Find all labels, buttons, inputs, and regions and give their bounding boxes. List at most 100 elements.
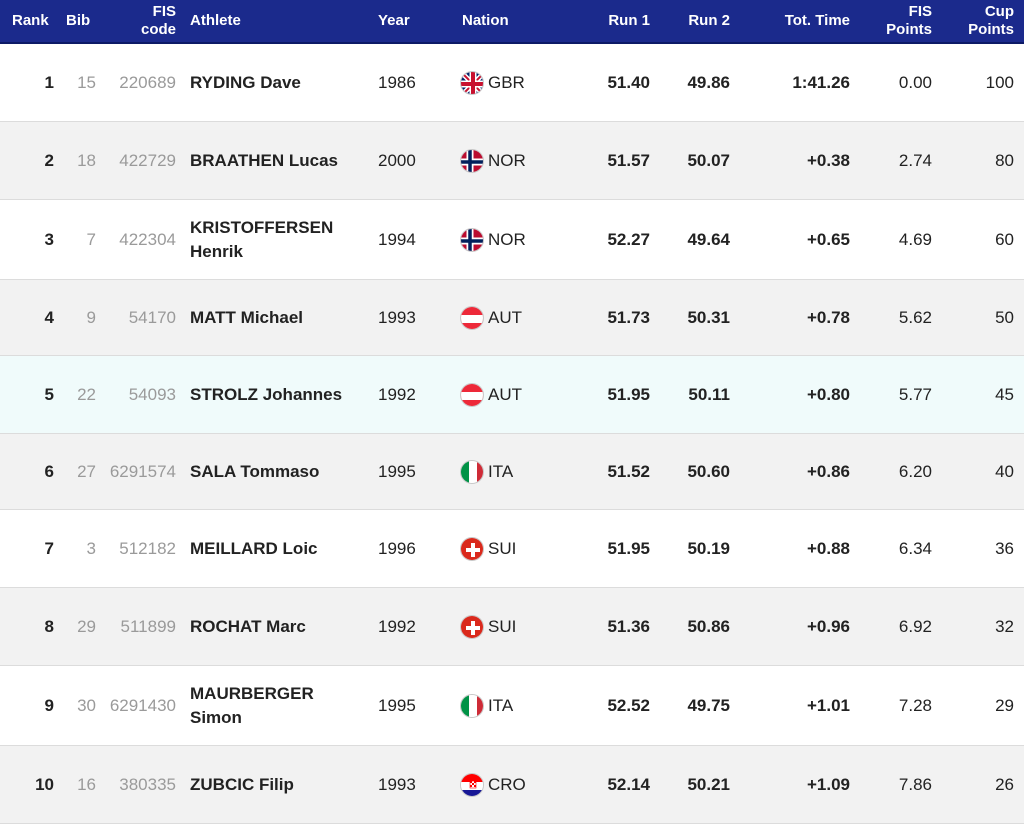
athlete-cell[interactable]: MAURBERGER Simon — [176, 682, 376, 730]
flag-nor-icon — [460, 148, 484, 173]
year-cell: 1992 — [378, 384, 416, 404]
nation-cell: SUI — [460, 536, 570, 561]
athlete-name-line1[interactable]: ZUBCIC Filip — [190, 774, 294, 794]
athlete-name-line1[interactable]: MAURBERGER — [190, 683, 314, 703]
table-row[interactable]: 3 7 422304 KRISTOFFERSEN Henrik 1994 NOR 52.27 4… — [0, 200, 1024, 280]
table-row[interactable]: 9 30 6291430 MAURBERGER Simon 1995 ITA 52.52 49.… — [0, 666, 1024, 746]
athlete-name-line1[interactable]: MEILLARD Loic — [190, 538, 318, 558]
flag-aut-icon — [460, 305, 484, 330]
athlete-cell[interactable]: MATT Michael — [176, 306, 376, 330]
fis-points-cell: 7.28 — [898, 695, 932, 715]
table-row[interactable]: 4 9 54170 MATT Michael 1993 AUT 51.73 50.31 +0.7… — [0, 280, 1024, 356]
cup-points-cell: 32 — [995, 616, 1014, 636]
year-cell: 1994 — [378, 229, 416, 249]
athlete-cell[interactable]: ZUBCIC Filip — [176, 773, 376, 797]
nation-cell: AUT — [460, 305, 570, 330]
athlete-cell[interactable]: ROCHAT Marc — [176, 615, 376, 639]
cup-points-cell: 100 — [985, 72, 1014, 92]
header-fis-points[interactable]: FIS Points — [850, 3, 932, 39]
fis-code-cell: 380335 — [119, 774, 176, 794]
athlete-name-line1[interactable]: KRISTOFFERSEN — [190, 217, 334, 237]
rank-cell: 9 — [44, 695, 54, 715]
header-fis-code[interactable]: FIS code — [102, 3, 176, 39]
rank-cell: 3 — [44, 229, 54, 249]
rank-cell: 2 — [44, 150, 54, 170]
year-cell: 2000 — [378, 150, 416, 170]
fis-points-cell: 2.74 — [898, 150, 932, 170]
rank-cell: 8 — [44, 616, 54, 636]
header-fis-code-line1: FIS — [152, 3, 176, 20]
run1-cell: 52.52 — [607, 695, 650, 715]
cup-points-cell: 36 — [995, 538, 1014, 558]
table-body: 1 15 220689 RYDING Dave 1986 GBR 51.40 49.86 1:4… — [0, 44, 1024, 824]
run2-cell: 49.86 — [687, 72, 730, 92]
athlete-name-line2[interactable]: Simon — [190, 707, 242, 727]
run2-cell: 50.19 — [687, 538, 730, 558]
athlete-name-line1[interactable]: STROLZ Johannes — [190, 384, 343, 404]
year-cell: 1992 — [378, 616, 416, 636]
athlete-name-line2[interactable]: Henrik — [190, 241, 243, 261]
athlete-cell[interactable]: KRISTOFFERSEN Henrik — [176, 216, 376, 264]
flag-cro-icon — [460, 772, 484, 797]
header-run2[interactable]: Run 2 — [688, 12, 730, 29]
rank-cell: 6 — [44, 461, 54, 481]
table-row[interactable]: 6 27 6291574 SALA Tommaso 1995 ITA 51.52 50.60 +… — [0, 434, 1024, 510]
table-row[interactable]: 2 18 422729 BRAATHEN Lucas 2000 NOR 51.57 50.07… — [0, 122, 1024, 200]
header-year[interactable]: Year — [378, 12, 410, 29]
run1-cell: 51.73 — [607, 307, 650, 327]
run1-cell: 51.36 — [607, 616, 650, 636]
header-athlete[interactable]: Athlete — [190, 12, 241, 29]
athlete-name-line1[interactable]: RYDING Dave — [190, 72, 301, 92]
run2-cell: 50.11 — [688, 384, 730, 404]
nation-code: GBR — [488, 72, 525, 92]
fis-code-cell: 511899 — [120, 616, 176, 636]
bib-cell: 30 — [77, 695, 96, 715]
fis-code-cell: 54170 — [128, 307, 176, 327]
table-row[interactable]: 10 16 380335 ZUBCIC Filip 1993 CRO 52.14 50.21 +… — [0, 746, 1024, 824]
year-cell: 1996 — [378, 538, 416, 558]
nation-cell: SUI — [460, 614, 570, 639]
header-nation[interactable]: Nation — [462, 12, 509, 29]
athlete-cell[interactable]: RYDING Dave — [176, 71, 376, 95]
header-run1[interactable]: Run 1 — [608, 12, 650, 29]
fis-code-cell: 220689 — [119, 72, 176, 92]
athlete-cell[interactable]: SALA Tommaso — [176, 460, 376, 484]
run2-cell: 50.31 — [687, 307, 730, 327]
fis-points-cell: 6.92 — [898, 616, 932, 636]
table-row[interactable]: 1 15 220689 RYDING Dave 1986 GBR 51.40 49.86 1:4… — [0, 44, 1024, 122]
table-row[interactable]: 5 22 54093 STROLZ Johannes 1992 AUT 51.95 50.11… — [0, 356, 1024, 434]
header-cup-points[interactable]: Cup Points — [932, 3, 1014, 39]
cup-points-cell: 26 — [995, 774, 1014, 794]
run2-cell: 49.75 — [687, 695, 730, 715]
table-row[interactable]: 8 29 511899 ROCHAT Marc 1992 SUI 51.36 50.86 +0.… — [0, 588, 1024, 666]
run1-cell: 51.52 — [607, 461, 650, 481]
athlete-cell[interactable]: MEILLARD Loic — [176, 537, 376, 561]
run2-cell: 50.86 — [687, 616, 730, 636]
athlete-cell[interactable]: BRAATHEN Lucas — [176, 149, 376, 173]
fis-points-cell: 7.86 — [898, 774, 932, 794]
year-cell: 1995 — [378, 461, 416, 481]
nation-code: AUT — [488, 384, 522, 404]
bib-cell: 27 — [77, 461, 96, 481]
fis-code-cell: 422304 — [119, 229, 176, 249]
flag-ita-icon — [460, 693, 484, 718]
header-rank[interactable]: Rank — [12, 12, 49, 29]
athlete-cell[interactable]: STROLZ Johannes — [176, 383, 376, 407]
nation-cell: AUT — [460, 382, 570, 407]
athlete-name-line1[interactable]: ROCHAT Marc — [190, 616, 306, 636]
year-cell: 1995 — [378, 695, 416, 715]
header-bib[interactable]: Bib — [66, 12, 91, 29]
nation-cell: NOR — [460, 227, 570, 252]
nation-code: SUI — [488, 538, 517, 558]
table-row[interactable]: 7 3 512182 MEILLARD Loic 1996 SUI 51.95 50.19 +0… — [0, 510, 1024, 588]
athlete-name-line1[interactable]: BRAATHEN Lucas — [190, 150, 338, 170]
rank-cell: 10 — [35, 774, 54, 794]
header-cup-points-line2: Points — [968, 21, 1014, 38]
athlete-name-line1[interactable]: SALA Tommaso — [190, 461, 320, 481]
header-total-time[interactable]: Tot. Time — [784, 12, 850, 29]
bib-cell: 18 — [77, 150, 96, 170]
run2-cell: 49.64 — [687, 229, 730, 249]
athlete-name-line1[interactable]: MATT Michael — [190, 307, 304, 327]
header-cup-points-line1: Cup — [984, 3, 1014, 20]
total-time-cell: +0.38 — [806, 150, 850, 170]
